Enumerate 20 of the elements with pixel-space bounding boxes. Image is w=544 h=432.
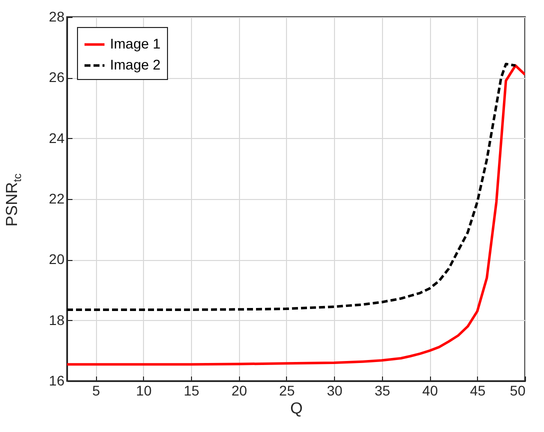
x-tick-label: 25 [279,382,295,398]
legend-label: Image 1 [110,36,161,52]
y-tick-label: 24 [48,130,65,146]
x-tick-label: 30 [326,382,343,398]
y-tick-label: 28 [48,8,65,24]
y-tick-label: 16 [48,372,65,388]
x-tick-label: 40 [422,382,438,398]
y-tick-label: 20 [48,251,65,268]
x-tick-label: 5 [92,382,100,398]
x-tick-label: 35 [374,382,390,398]
x-tick-label: 15 [184,382,200,398]
x-axis-title: Q [290,400,303,418]
y-tick-label: 22 [48,190,65,206]
y-tick-label: 18 [48,312,65,328]
x-tick-label: 10 [136,382,152,398]
legend-label: Image 2 [110,56,161,72]
x-tick-label: 20 [231,382,248,398]
x-tick-label: 50 [510,382,526,398]
y-tick-label: 26 [48,69,65,86]
x-tick-label: 45 [470,382,486,398]
